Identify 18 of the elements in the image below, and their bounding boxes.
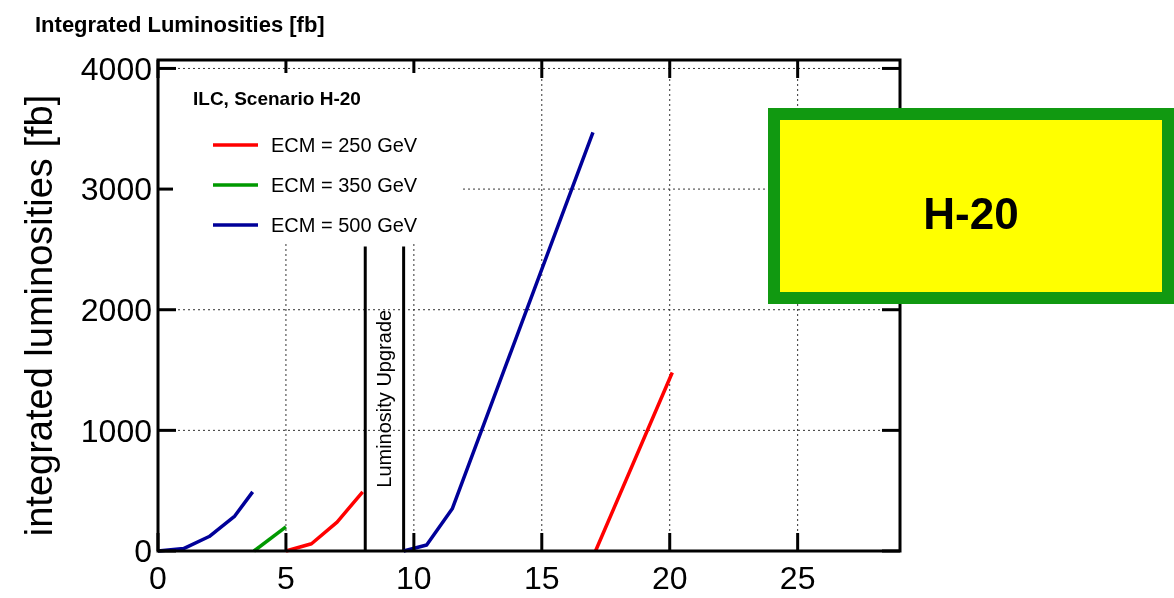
legend-label: ECM = 350 GeV [271, 174, 418, 196]
y-axis-title: integrated luminosities [fb] [18, 94, 60, 537]
legend-title: ILC, Scenario H-20 [193, 88, 361, 109]
text: H-20 [923, 189, 1019, 239]
ref-line-label: Luminosity Upgrade [373, 309, 396, 488]
x-tick-label: 20 [651, 560, 688, 596]
legend-label: ECM = 500 GeV [271, 214, 418, 236]
y-tick-label: 1000 [80, 412, 152, 449]
x-tick-label: 25 [779, 560, 816, 596]
legend-label: ECM = 250 GeV [271, 134, 418, 156]
x-tick-label: 10 [396, 560, 432, 596]
y-tick-label: 2000 [80, 291, 152, 328]
x-tick-label: 5 [277, 560, 295, 596]
chart-title: Integrated Luminosities [fb] [35, 12, 325, 37]
y-tick-label: 3000 [80, 171, 152, 208]
x-tick-label: 15 [524, 560, 560, 596]
y-tick-label: 0 [134, 533, 152, 570]
y-tick-label: 4000 [80, 50, 152, 87]
